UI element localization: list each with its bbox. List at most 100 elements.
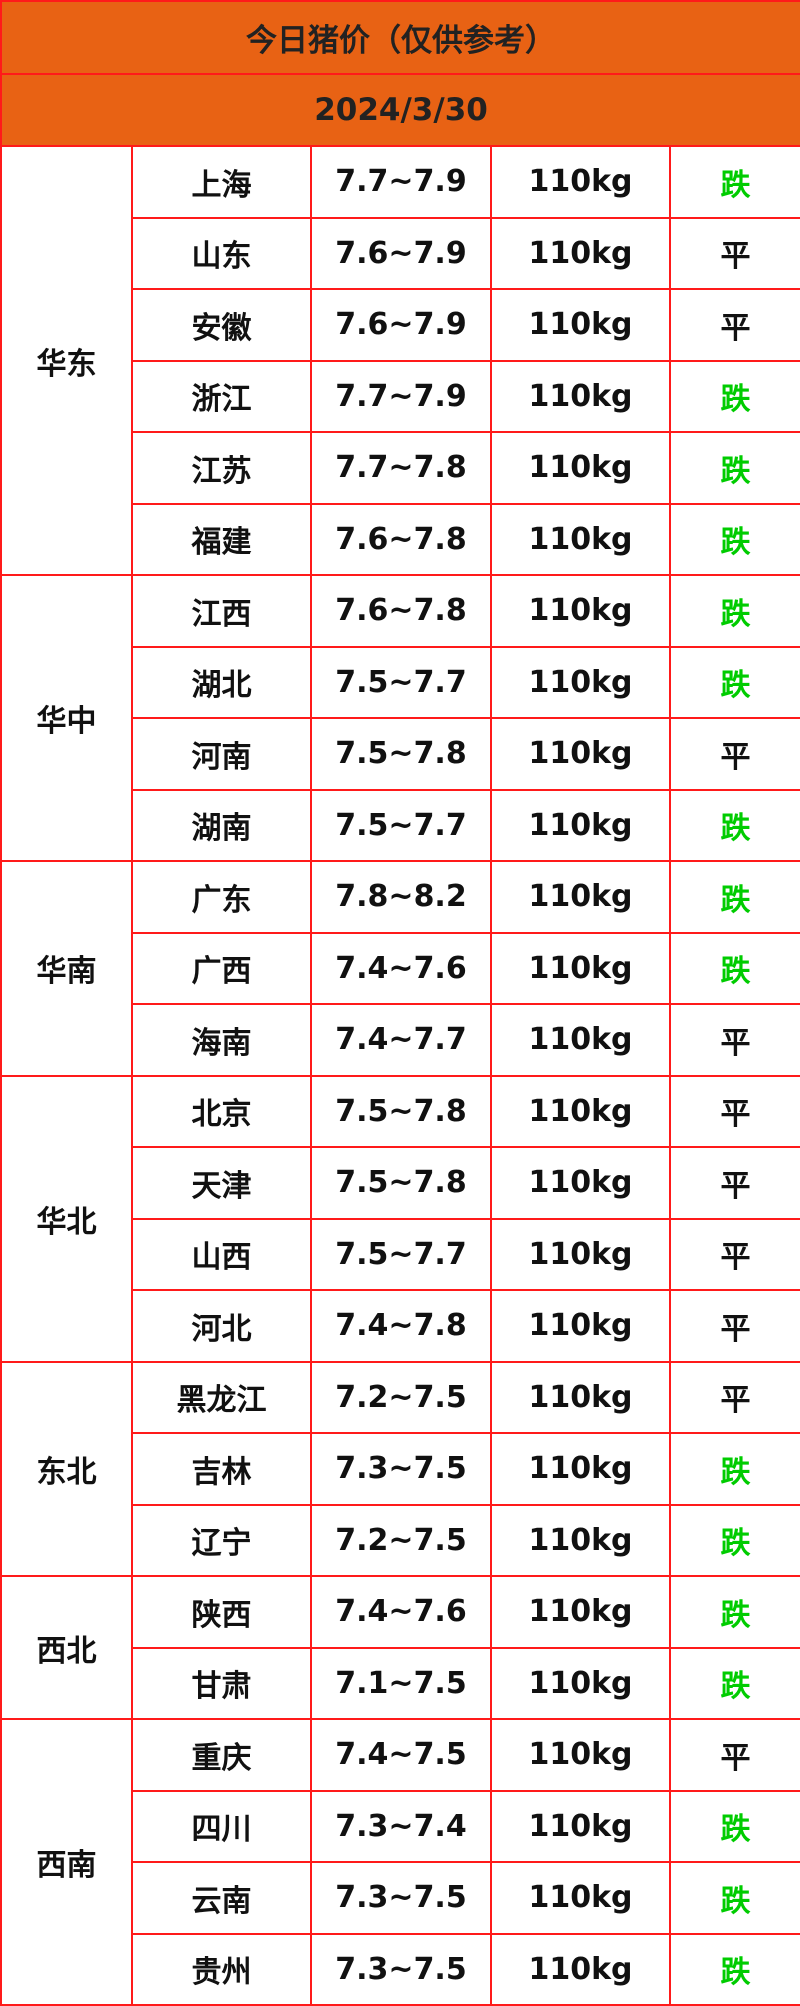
price-cell: 7.4~7.6 bbox=[310, 1575, 492, 1649]
province-cell: 山西 bbox=[131, 1217, 312, 1291]
table-row: 天津 7.5~7.8 110kg 平 bbox=[1, 1146, 800, 1220]
price-cell: 7.3~7.4 bbox=[310, 1789, 492, 1863]
trend-cell: 跌 bbox=[668, 1575, 800, 1649]
weight-cell: 110kg bbox=[490, 1575, 671, 1649]
table-row: 山东 7.6~7.9 110kg 平 bbox=[1, 216, 800, 290]
table-date: 2024/3/30 bbox=[0, 73, 800, 147]
trend-cell: 跌 bbox=[668, 574, 800, 648]
province-cell: 广西 bbox=[131, 931, 312, 1005]
table-row: 河南 7.5~7.8 110kg 平 bbox=[1, 717, 800, 791]
price-cell: 7.5~7.8 bbox=[310, 1146, 492, 1220]
province-cell: 江苏 bbox=[131, 431, 312, 505]
price-cell: 7.5~7.8 bbox=[310, 717, 492, 791]
price-cell: 7.7~7.9 bbox=[310, 145, 492, 219]
table-row: 安徽 7.6~7.9 110kg 平 bbox=[1, 288, 800, 362]
trend-cell: 平 bbox=[668, 1718, 800, 1792]
table-row: 山西 7.5~7.7 110kg 平 bbox=[1, 1217, 800, 1291]
weight-cell: 110kg bbox=[490, 1003, 671, 1077]
province-cell: 黑龙江 bbox=[131, 1360, 312, 1434]
table-row: 福建 7.6~7.8 110kg 跌 bbox=[1, 502, 800, 576]
price-cell: 7.4~7.7 bbox=[310, 1003, 492, 1077]
province-cell: 河北 bbox=[131, 1289, 312, 1363]
weight-cell: 110kg bbox=[490, 788, 671, 862]
price-cell: 7.3~7.5 bbox=[310, 1432, 492, 1506]
table-row: 辽宁 7.2~7.5 110kg 跌 bbox=[1, 1503, 800, 1577]
weight-cell: 110kg bbox=[490, 574, 671, 648]
weight-cell: 110kg bbox=[490, 1074, 671, 1148]
weight-cell: 110kg bbox=[490, 645, 671, 719]
table-row: 海南 7.4~7.7 110kg 平 bbox=[1, 1003, 800, 1077]
province-cell: 安徽 bbox=[131, 288, 312, 362]
price-cell: 7.4~7.6 bbox=[310, 931, 492, 1005]
weight-cell: 110kg bbox=[490, 860, 671, 934]
price-cell: 7.5~7.7 bbox=[310, 645, 492, 719]
province-cell: 山东 bbox=[131, 216, 312, 290]
price-cell: 7.3~7.5 bbox=[310, 1932, 492, 2006]
province-cell: 贵州 bbox=[131, 1932, 312, 2006]
weight-cell: 110kg bbox=[490, 1718, 671, 1792]
weight-cell: 110kg bbox=[490, 1789, 671, 1863]
trend-cell: 跌 bbox=[668, 1861, 800, 1935]
trend-cell: 跌 bbox=[668, 1432, 800, 1506]
table-row: 甘肃 7.1~7.5 110kg 跌 bbox=[1, 1646, 800, 1720]
province-cell: 海南 bbox=[131, 1003, 312, 1077]
trend-cell: 跌 bbox=[668, 431, 800, 505]
weight-cell: 110kg bbox=[490, 359, 671, 433]
weight-cell: 110kg bbox=[490, 1861, 671, 1935]
table-row: 华南 广东 7.8~8.2 110kg 跌 bbox=[0, 860, 800, 1077]
weight-cell: 110kg bbox=[490, 931, 671, 1005]
region-cell: 华南 bbox=[0, 860, 133, 1077]
trend-cell: 跌 bbox=[668, 1503, 800, 1577]
table-row: 广西 7.4~7.6 110kg 跌 bbox=[1, 931, 800, 1005]
province-cell: 重庆 bbox=[131, 1718, 312, 1792]
table-row: 湖北 7.5~7.7 110kg 跌 bbox=[1, 645, 800, 719]
table-row: 西南 重庆 7.4~7.5 110kg 平 bbox=[0, 1718, 800, 2006]
table-row: 贵州 7.3~7.5 110kg 跌 bbox=[1, 1932, 800, 2006]
region-cell: 西北 bbox=[0, 1575, 133, 1720]
price-cell: 7.4~7.8 bbox=[310, 1289, 492, 1363]
trend-cell: 平 bbox=[668, 717, 800, 791]
price-cell: 7.6~7.8 bbox=[310, 502, 492, 576]
weight-cell: 110kg bbox=[490, 216, 671, 290]
price-cell: 7.7~7.8 bbox=[310, 431, 492, 505]
price-cell: 7.6~7.9 bbox=[310, 288, 492, 362]
table-row: 华东 上海 7.7~7.9 110kg 跌 bbox=[0, 145, 800, 576]
weight-cell: 110kg bbox=[490, 145, 671, 219]
province-cell: 上海 bbox=[131, 145, 312, 219]
table-row: 东北 黑龙江 7.2~7.5 110kg 平 bbox=[0, 1360, 800, 1577]
price-cell: 7.6~7.8 bbox=[310, 574, 492, 648]
price-cell: 7.2~7.5 bbox=[310, 1360, 492, 1434]
trend-cell: 平 bbox=[668, 1074, 800, 1148]
province-cell: 广东 bbox=[131, 860, 312, 934]
price-cell: 7.5~7.7 bbox=[310, 788, 492, 862]
weight-cell: 110kg bbox=[490, 1289, 671, 1363]
province-cell: 浙江 bbox=[131, 359, 312, 433]
trend-cell: 平 bbox=[668, 1146, 800, 1220]
trend-cell: 跌 bbox=[668, 860, 800, 934]
region-cell: 华东 bbox=[0, 145, 133, 576]
table-row: 河北 7.4~7.8 110kg 平 bbox=[1, 1289, 800, 1363]
trend-cell: 跌 bbox=[668, 502, 800, 576]
trend-cell: 跌 bbox=[668, 1789, 800, 1863]
weight-cell: 110kg bbox=[490, 288, 671, 362]
price-cell: 7.5~7.7 bbox=[310, 1217, 492, 1291]
province-cell: 福建 bbox=[131, 502, 312, 576]
province-cell: 辽宁 bbox=[131, 1503, 312, 1577]
weight-cell: 110kg bbox=[490, 502, 671, 576]
price-cell: 7.4~7.5 bbox=[310, 1718, 492, 1792]
province-cell: 甘肃 bbox=[131, 1646, 312, 1720]
region-cell: 华中 bbox=[0, 574, 133, 862]
weight-cell: 110kg bbox=[490, 431, 671, 505]
trend-cell: 跌 bbox=[668, 359, 800, 433]
province-cell: 天津 bbox=[131, 1146, 312, 1220]
price-cell: 7.5~7.8 bbox=[310, 1074, 492, 1148]
table-row: 江苏 7.7~7.8 110kg 跌 bbox=[1, 431, 800, 505]
trend-cell: 平 bbox=[668, 1003, 800, 1077]
weight-cell: 110kg bbox=[490, 1932, 671, 2006]
table-row: 浙江 7.7~7.9 110kg 跌 bbox=[1, 359, 800, 433]
region-cell: 西南 bbox=[0, 1718, 133, 2006]
province-cell: 湖南 bbox=[131, 788, 312, 862]
trend-cell: 跌 bbox=[668, 931, 800, 1005]
weight-cell: 110kg bbox=[490, 1360, 671, 1434]
